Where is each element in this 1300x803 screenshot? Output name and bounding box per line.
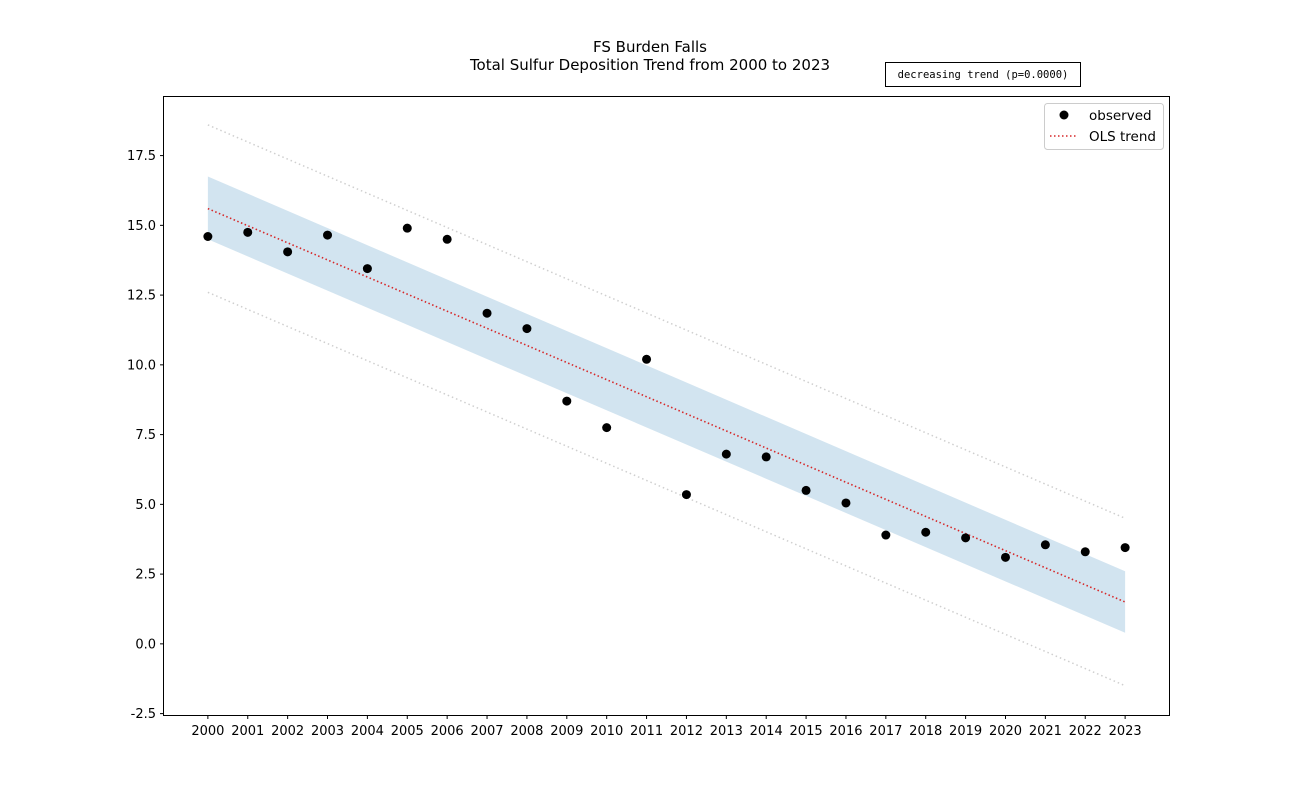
x-tick-label: 2014 (750, 724, 783, 739)
legend-observed-label: observed (1089, 108, 1152, 124)
x-axis: 2000 2001 2002 2003 2004 2005 2006 2007 2008 2009… (191, 715, 1142, 739)
x-tick-label: 2015 (790, 724, 823, 739)
x-tick-label: 2020 (989, 724, 1022, 739)
y-tick-label: 0.0 (135, 637, 156, 652)
x-tick-label: 2009 (550, 724, 583, 739)
confidence-band (207, 176, 1126, 633)
observed-point-2023 (1120, 543, 1130, 553)
observed-point-2004 (362, 264, 372, 274)
x-tick-label: 2003 (311, 724, 344, 739)
y-tick-label: 10.0 (127, 358, 156, 373)
observed-point-2020 (1000, 552, 1010, 562)
observed-point-2011 (642, 354, 652, 364)
x-tick-label: 2016 (829, 724, 862, 739)
x-tick-label: 2021 (1029, 724, 1062, 739)
x-tick-label: 2002 (271, 724, 304, 739)
plot-frame (163, 96, 1170, 716)
x-tick-label: 2007 (470, 724, 503, 739)
x-tick-label: 2022 (1069, 724, 1102, 739)
observed-point-2013 (721, 449, 731, 459)
ols-trend-line (207, 207, 1126, 603)
legend-box (1044, 103, 1164, 150)
observed-point-2017 (881, 530, 891, 540)
observed-point-2008 (522, 324, 532, 334)
y-tick-label: 15.0 (127, 219, 156, 234)
observed-point-2000 (203, 232, 213, 242)
observed-point-2007 (482, 308, 492, 318)
observed-point-2002 (283, 247, 293, 257)
observed-point-2009 (562, 396, 572, 406)
x-tick-label: 2004 (351, 724, 384, 739)
x-tick-label: 2018 (909, 724, 942, 739)
y-tick-label: 2.5 (135, 568, 156, 583)
observed-point-2006 (442, 234, 452, 244)
x-tick-label: 2010 (590, 724, 623, 739)
chart-subtitle: Total Sulfur Deposition Trend from 2000 … (469, 56, 830, 74)
trend-annotation-box (885, 62, 1081, 87)
y-tick-label: 12.5 (127, 289, 156, 304)
prediction-interval-upper (207, 124, 1126, 519)
chart-title: FS Burden Falls (593, 38, 707, 56)
observed-point-2014 (761, 452, 771, 462)
x-tick-label: 2001 (231, 724, 264, 739)
observed-point-2022 (1080, 547, 1090, 557)
legend-observed-marker (1059, 110, 1069, 120)
observed-point-2016 (841, 498, 851, 508)
observed-point-2019 (961, 533, 971, 543)
observed-point-2015 (801, 485, 811, 495)
trend-annotation-text: decreasing trend (p=0.0000) (898, 69, 1069, 81)
x-tick-label: 2017 (869, 724, 902, 739)
y-tick-label: 7.5 (135, 428, 156, 443)
x-tick-label: 2012 (670, 724, 703, 739)
prediction-interval-lower (207, 291, 1126, 687)
x-tick-label: 2006 (431, 724, 464, 739)
x-tick-label: 2023 (1109, 724, 1142, 739)
plot-area: 2000 2001 2002 2003 2004 2005 2006 2007 2008 2009… (127, 96, 1170, 739)
observed-point-2010 (602, 423, 612, 433)
observed-point-2005 (402, 223, 412, 233)
x-tick-label: 2008 (510, 724, 543, 739)
x-tick-label: 2005 (391, 724, 424, 739)
legend-trend-label: OLS trend (1089, 129, 1156, 145)
x-tick-label: 2000 (191, 724, 224, 739)
x-tick-label: 2011 (630, 724, 663, 739)
observed-point-2003 (323, 230, 333, 240)
y-tick-label: 5.0 (135, 498, 156, 513)
observed-point-2018 (921, 527, 931, 537)
y-tick-label: -2.5 (131, 707, 156, 722)
legend: observed OLS trend (1044, 103, 1164, 150)
y-tick-label: 17.5 (127, 149, 156, 164)
observed-point-2001 (243, 227, 253, 237)
trend-annotation: decreasing trend (p=0.0000) (885, 62, 1081, 87)
observed-point-2012 (681, 490, 691, 500)
y-axis: -2.5 0.0 2.5 5.0 7.5 10.0 12.5 15.0 17.5 (127, 149, 164, 722)
x-tick-label: 2013 (710, 724, 743, 739)
x-tick-label: 2019 (949, 724, 982, 739)
observed-point-2021 (1040, 540, 1050, 550)
